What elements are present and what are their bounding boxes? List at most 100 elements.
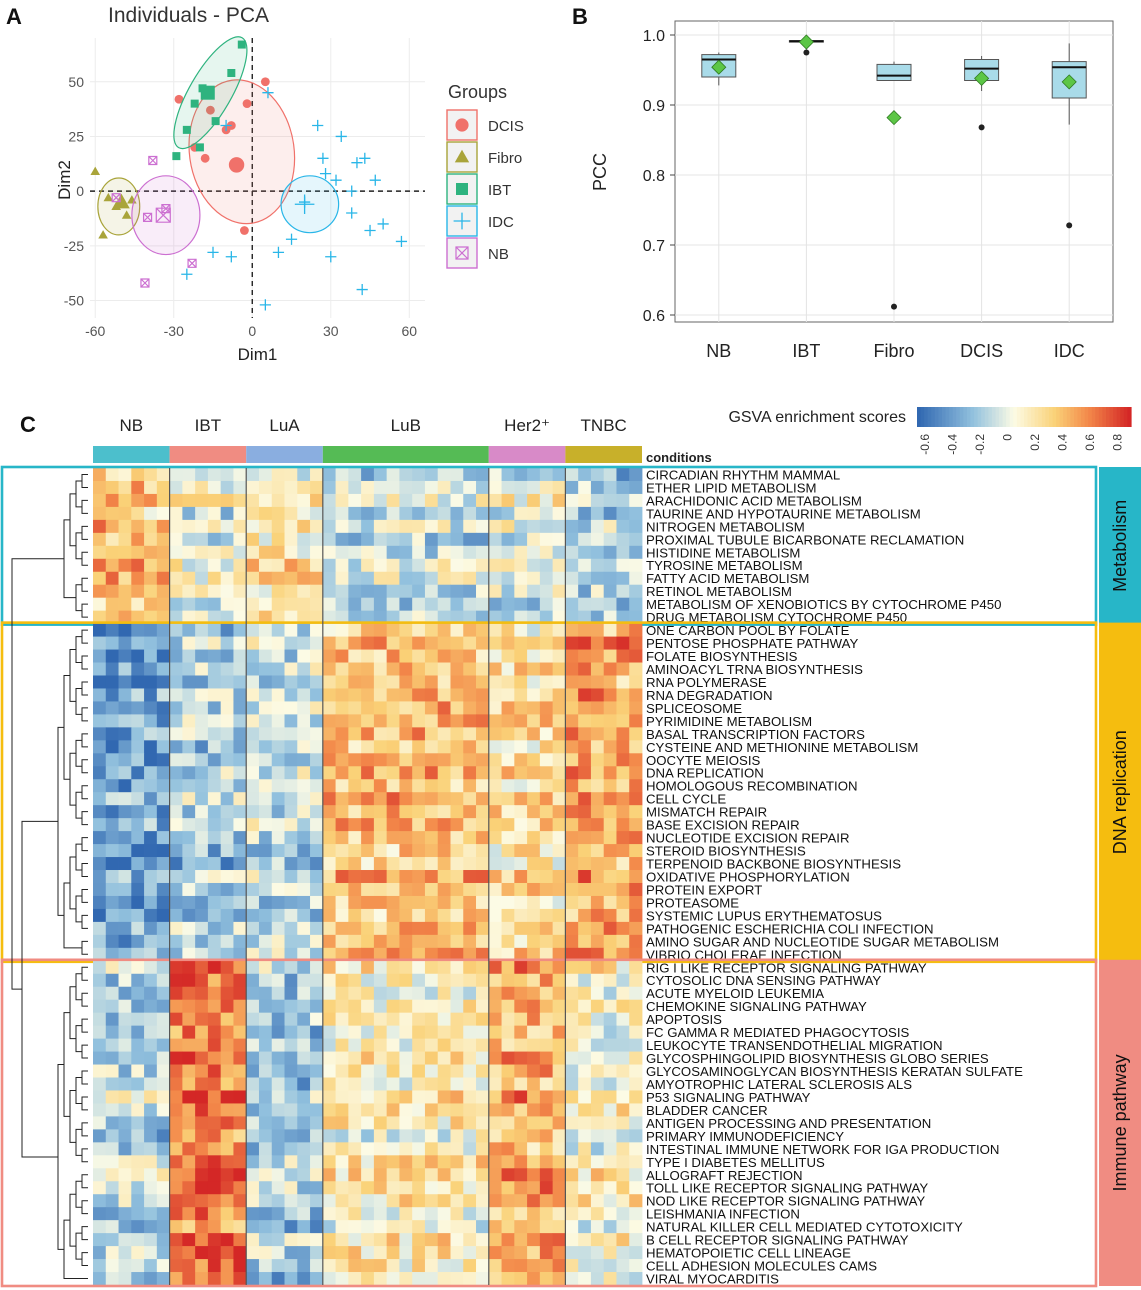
heatmap-cell	[373, 1168, 388, 1182]
heatmap-cell	[552, 506, 566, 521]
heatmap-cell	[463, 1181, 477, 1195]
heatmap-cell	[144, 1246, 158, 1260]
heatmap-cell	[578, 934, 592, 949]
heatmap-cell	[144, 1012, 158, 1027]
heatmap-cell	[195, 1012, 209, 1027]
dendrogram-branch	[81, 1226, 88, 1241]
heatmap-cell	[284, 1103, 298, 1117]
heatmap-cell	[335, 766, 349, 780]
heatmap-cell	[220, 714, 234, 728]
heatmap-cell	[93, 947, 107, 962]
heatmap-cell	[195, 857, 209, 871]
heatmap-cell	[169, 805, 183, 819]
heatmap-cell	[450, 753, 464, 767]
heatmap-cell	[297, 908, 311, 923]
heatmap-cell	[105, 1259, 119, 1273]
heatmap-cell	[399, 986, 413, 1001]
pca-group-dcis	[174, 77, 296, 235]
heatmap-cell	[565, 506, 579, 521]
heatmap-cell	[310, 610, 324, 625]
heatmap-cell	[169, 493, 183, 508]
dendrogram-branch	[81, 863, 88, 877]
heatmap-cell	[527, 1194, 541, 1208]
heatmap-cell	[246, 480, 260, 495]
heatmap-cell	[271, 610, 285, 625]
heatmap-cell	[284, 584, 298, 599]
heatmap-cell	[105, 1155, 119, 1169]
heatmap-cell	[271, 740, 285, 754]
heatmap-cell	[629, 740, 643, 754]
heatmap-cell	[386, 857, 400, 871]
heatmap-cell	[437, 1025, 451, 1040]
heatmap-cell	[386, 1246, 400, 1260]
heatmap-cell	[322, 714, 336, 728]
heatmap-cell	[450, 792, 464, 806]
heatmap-cell	[424, 1025, 439, 1040]
heatmap-cell	[399, 1194, 413, 1208]
heatmap-cell	[488, 779, 502, 793]
heatmap-cell	[539, 1129, 554, 1143]
heatmap-cell	[527, 649, 541, 663]
heatmap-cell	[424, 727, 439, 741]
heatmap-cell	[207, 934, 222, 949]
heatmap-cell	[105, 1233, 119, 1247]
heatmap-cell	[195, 921, 209, 936]
heatmap-cell	[616, 895, 630, 910]
heatmap-cell	[182, 1025, 196, 1040]
heatmap-cell	[539, 675, 554, 689]
colorbar-segment	[1059, 407, 1064, 427]
heatmap-cell	[297, 1155, 311, 1169]
heatmap-cell	[131, 1142, 145, 1156]
heatmap-cell	[233, 857, 247, 871]
heatmap-cell	[361, 519, 375, 534]
colorbar-tick-label: 0	[1001, 434, 1015, 441]
heatmap-cell	[169, 545, 183, 560]
heatmap-cell	[105, 493, 119, 508]
dendrogram-branch	[81, 1070, 88, 1085]
heatmap-cell	[539, 1038, 554, 1052]
heatmap-cell	[246, 831, 260, 845]
heatmap-cell	[616, 1051, 630, 1065]
heatmap-cell	[246, 1181, 260, 1195]
heatmap-cell	[348, 753, 362, 767]
heatmap-cell	[539, 1259, 554, 1273]
heatmap-cell	[463, 480, 477, 495]
heatmap-cell	[156, 831, 171, 845]
pca-group-nb	[111, 155, 201, 288]
heatmap-cell	[182, 973, 196, 988]
heatmap-cell	[590, 753, 605, 767]
heatmap-cell	[361, 986, 375, 1001]
heatmap-cell	[118, 1272, 132, 1286]
heatmap-cell	[310, 727, 324, 741]
heatmap-cell	[616, 753, 630, 767]
heatmap-cell	[501, 1272, 515, 1286]
dendrogram-branch	[81, 629, 88, 644]
heatmap-cell	[424, 1181, 439, 1195]
heatmap-cell	[361, 1077, 375, 1091]
heatmap-cell	[616, 999, 630, 1014]
heatmap-cell	[144, 662, 158, 676]
heatmap-cell	[207, 818, 222, 832]
heatmap-cell	[322, 1012, 336, 1027]
heatmap-cell	[578, 1259, 592, 1273]
heatmap-cell	[450, 1090, 464, 1104]
heatmap-cell	[373, 1220, 388, 1234]
heatmap-cell	[373, 895, 388, 910]
pca-point	[181, 268, 193, 280]
heatmap-cell	[361, 921, 375, 936]
heatmap-cell	[169, 999, 183, 1014]
heatmap-cell	[476, 545, 490, 560]
heatmap-cell	[182, 1116, 196, 1130]
heatmap-cell	[629, 584, 643, 599]
heatmap-cell	[233, 779, 247, 793]
heatmap-cell	[488, 545, 502, 560]
heatmap-cell	[246, 1025, 260, 1040]
heatmap-cell	[169, 753, 183, 767]
heatmap-cell	[463, 1077, 477, 1091]
heatmap-cell	[424, 468, 439, 482]
heatmap-cell	[476, 1103, 490, 1117]
heatmap-cell	[501, 545, 515, 560]
heatmap-cell	[552, 571, 566, 586]
dendrogram-branch	[75, 636, 82, 664]
heatmap-cell	[616, 882, 630, 897]
